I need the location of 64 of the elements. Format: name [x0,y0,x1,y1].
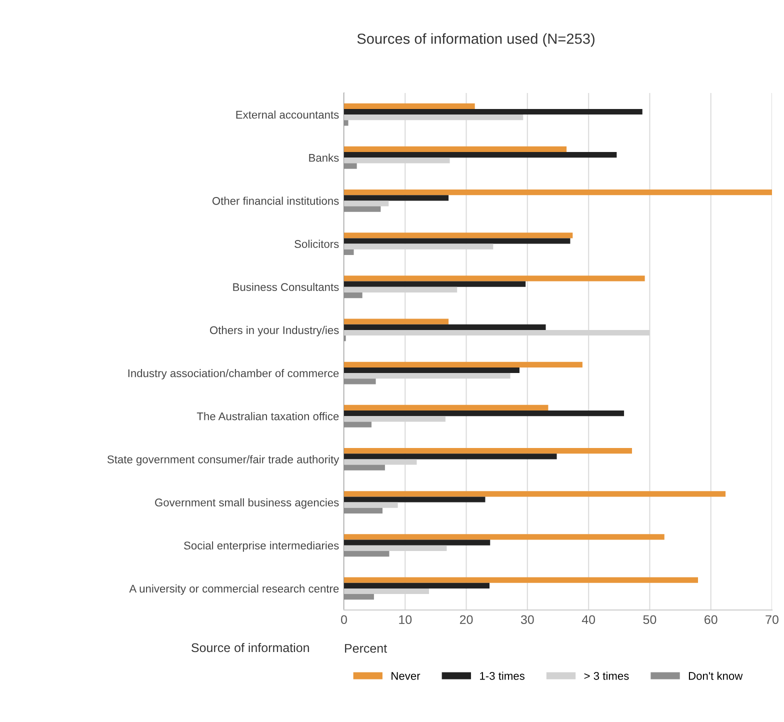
bar [344,534,664,540]
bar [344,454,557,460]
bar [344,577,698,583]
y-tick-label: Industry association/chamber of commerce [128,369,339,380]
bar [344,200,389,206]
x-tick-label: 20 [460,615,473,624]
bar [344,404,548,411]
bar [344,249,354,255]
legend-label: Never [392,672,420,680]
x-tick-label: 10 [399,615,412,624]
bar [344,491,726,497]
bar [344,508,383,514]
y-tick-label: Others in your Industry/ies [210,326,339,336]
bar [344,232,573,238]
bar [344,108,642,115]
y-tick-label: External accountants [236,110,339,119]
x-tick-label: 0 [341,615,347,624]
bar [344,281,526,287]
bar [344,238,570,244]
bar [344,120,348,126]
bar [344,582,490,588]
bar [344,502,398,508]
x-tick-label: 70 [766,615,778,624]
x-tick-label: 50 [643,615,656,624]
y-tick-label: Other financial institutions [212,196,339,205]
y-tick-label: Business Consultants [233,282,339,292]
bar [344,146,567,152]
x-axis-title: Percent [345,644,387,653]
bar [344,496,486,502]
bar [344,464,385,470]
bar [344,540,490,546]
legend-label: > 3 times [584,672,629,680]
x-tick-label: 40 [582,615,596,624]
bar [344,276,645,282]
y-tick-label: Social enterprise intermediaries [184,541,339,552]
bar [344,103,475,109]
bar [344,318,449,324]
bar [344,152,617,158]
y-tick-label: Solicitors [294,240,339,248]
bar [344,367,520,374]
y-tick-label: Government small business agencies [155,498,339,509]
chart-title: Sources of information used (N=253) [357,33,594,47]
y-tick-label: Banks [309,154,339,162]
bar [344,378,376,384]
y-tick-label: State government consumer/fair trade authority [107,455,340,466]
legend-label: 1-3 times [480,672,524,680]
y-tick-label: A university or commercial research centre [129,584,339,595]
y-tick-label: The Australian taxation office [196,412,339,420]
bar [344,362,582,368]
bar [344,422,372,428]
bar [344,292,362,298]
x-tick-label: 30 [520,615,534,624]
legend-label: Don't know [688,672,743,680]
bar [344,206,381,212]
bar [344,550,390,557]
y-axis-title: Source of information [192,642,309,652]
bar [344,410,624,416]
bar [344,324,546,330]
bar [344,448,632,454]
bar [344,594,374,600]
bar [344,163,357,169]
bar [344,195,449,201]
bar [344,190,772,196]
x-tick-label: 60 [704,615,718,624]
